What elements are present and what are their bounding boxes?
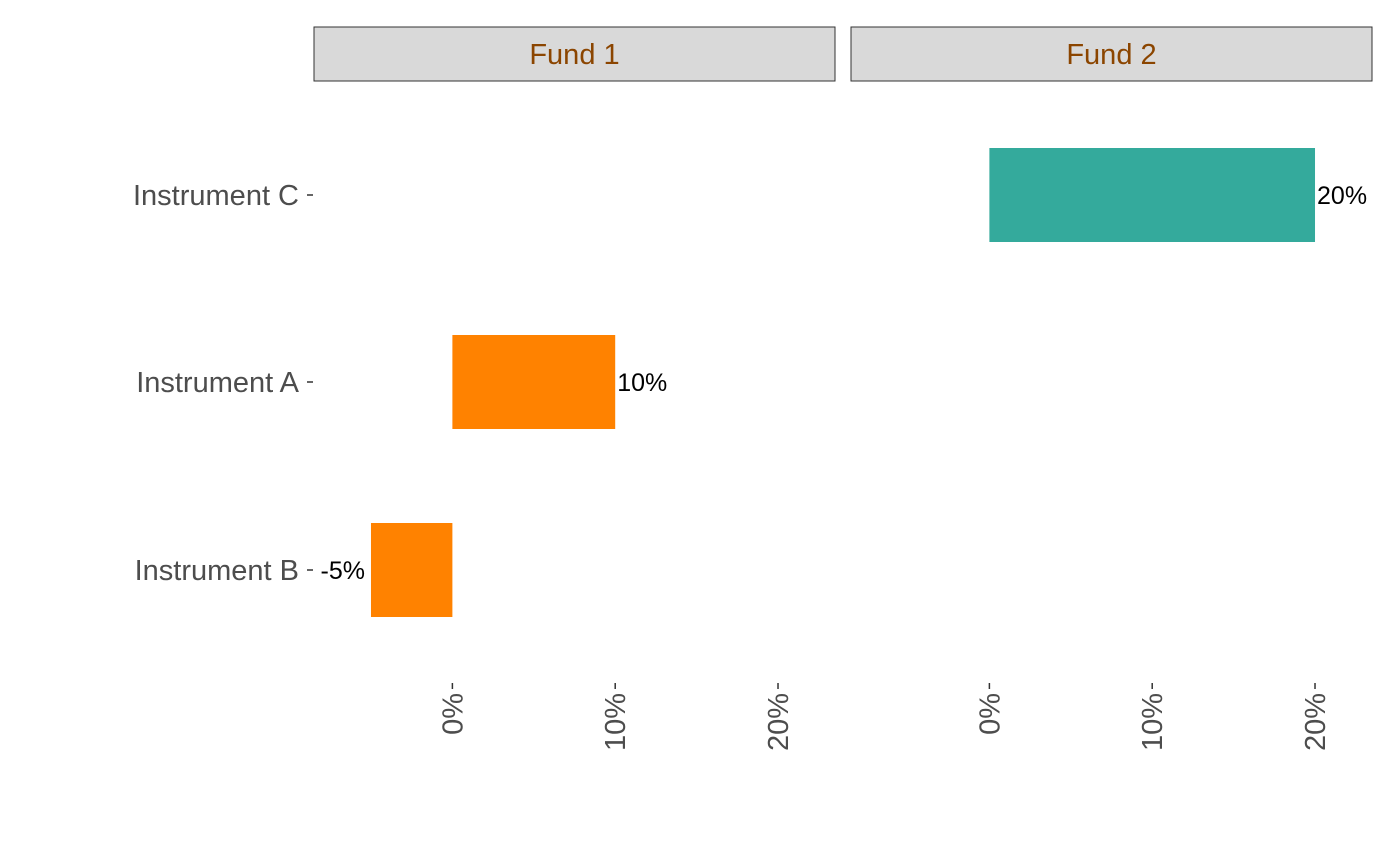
y-tick-label-instrument-c: Instrument C	[133, 180, 299, 212]
bar-instrument-b	[370, 523, 453, 617]
bar-instrument-c	[989, 148, 1316, 242]
data-label-instrument-c: 20%	[1317, 182, 1367, 210]
x-tick-label-panel2-2: 20%	[1300, 693, 1332, 751]
x-tick-label-panel2-1: 10%	[1137, 693, 1169, 751]
y-tick-label-instrument-b: Instrument B	[135, 555, 299, 587]
x-tick-label-panel1-0: 0%	[437, 693, 469, 735]
x-tick-label-panel2-0: 0%	[974, 693, 1006, 735]
facet-strip-fund-2	[850, 26, 1373, 82]
x-tick-label-panel1-2: 20%	[763, 693, 795, 751]
facet-label-fund-2: Fund 2	[1066, 39, 1156, 71]
data-label-instrument-a: 10%	[617, 369, 667, 397]
facet-strip-fund-1	[313, 26, 836, 82]
data-label-instrument-b: -5%	[321, 557, 365, 585]
facet-label-fund-1: Fund 1	[529, 39, 619, 71]
x-tick-label-panel1-1: 10%	[600, 693, 632, 751]
bar-instrument-a	[452, 335, 616, 429]
y-tick-label-instrument-a: Instrument A	[136, 367, 299, 399]
